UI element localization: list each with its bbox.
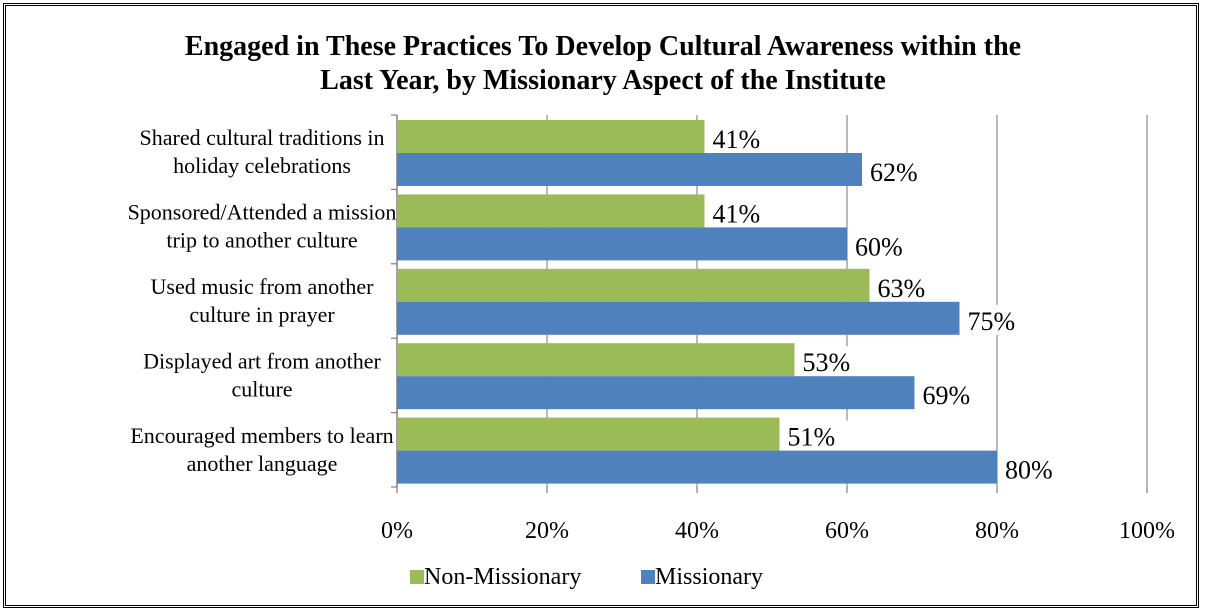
legend-label: Missionary xyxy=(655,564,763,590)
category-label: trip to another culture xyxy=(166,228,357,253)
data-label: 53% xyxy=(803,348,851,377)
x-tick-label: 60% xyxy=(825,518,869,544)
bar-non-missionary xyxy=(397,194,705,228)
bar-missionary xyxy=(397,301,960,335)
data-label-background xyxy=(866,156,938,186)
chart-title-line: Last Year, by Missionary Aspect of the I… xyxy=(320,65,886,96)
data-label-background xyxy=(708,197,781,228)
data-label-background xyxy=(963,304,1036,335)
data-label: 80% xyxy=(1005,456,1053,485)
category-label: culture xyxy=(231,376,292,401)
category-label: another language xyxy=(187,451,338,476)
category-label: culture in prayer xyxy=(189,302,335,327)
category-label: Encouraged members to learn xyxy=(130,423,393,448)
bar-non-missionary xyxy=(397,268,870,302)
data-label-background xyxy=(918,379,991,410)
legend-swatch xyxy=(410,570,424,584)
category-label: Used music from another xyxy=(151,274,375,299)
category-labels: Shared cultural traditions in holiday cel… xyxy=(128,125,397,476)
bar-missionary xyxy=(397,227,847,261)
x-tick-label: 100% xyxy=(1119,518,1175,544)
x-tick-label: 40% xyxy=(675,518,719,544)
bar-missionary xyxy=(397,153,862,186)
chart-title: Engaged in These Practices To Develop Cu… xyxy=(185,31,1021,96)
category-label: Shared cultural traditions in xyxy=(140,125,385,150)
data-label-background xyxy=(851,230,923,261)
data-label: 41% xyxy=(713,125,761,154)
bar-non-missionary xyxy=(397,417,780,451)
data-label-background xyxy=(1001,453,1073,484)
bar-missionary xyxy=(397,450,997,484)
data-label: 62% xyxy=(870,158,918,187)
bar-non-missionary xyxy=(397,343,795,377)
bar-non-missionary xyxy=(397,120,705,153)
legend-swatch xyxy=(641,570,655,584)
x-tick-label: 20% xyxy=(525,518,569,544)
data-label-background xyxy=(873,271,946,302)
x-tick-label: 0% xyxy=(381,518,413,544)
category-label: holiday celebrations xyxy=(173,153,351,178)
x-tick-label: 80% xyxy=(975,518,1019,544)
data-label-background xyxy=(798,346,871,377)
data-label: 41% xyxy=(713,199,761,228)
data-label: 75% xyxy=(968,307,1016,336)
bar-missionary xyxy=(397,376,915,410)
data-label: 51% xyxy=(788,423,836,452)
chart-title-line: Engaged in These Practices To Develop Cu… xyxy=(185,31,1021,62)
category-label: Sponsored/Attended a mission xyxy=(128,200,397,225)
bars: 41% 62% 41% 60% 63% 75% 53% 69% 51% 80% xyxy=(397,120,1073,485)
legend-label: Non-Missionary xyxy=(424,564,581,590)
category-label: Displayed art from another xyxy=(143,348,381,373)
data-label: 63% xyxy=(878,274,926,303)
data-label-background xyxy=(708,123,781,153)
data-label: 60% xyxy=(855,232,903,261)
data-label: 69% xyxy=(923,381,971,410)
data-label-background xyxy=(783,420,856,451)
x-axis-ticks: 0% 20% 40% 60% 80% 100% xyxy=(381,518,1175,544)
legend: Non-Missionary Missionary xyxy=(410,564,763,590)
